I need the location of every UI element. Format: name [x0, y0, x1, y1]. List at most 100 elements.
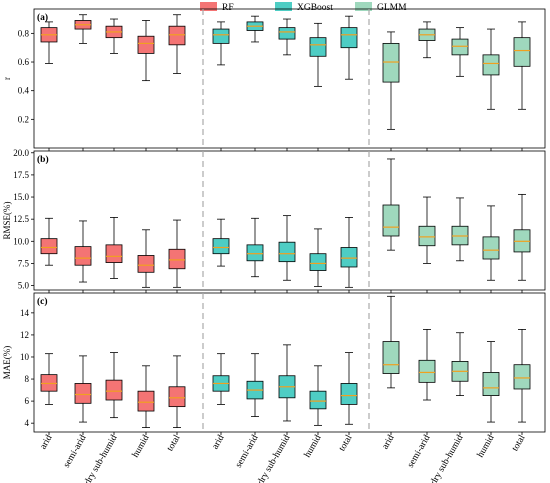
y-tick-label: 15.0 [13, 192, 29, 202]
box-rf-total [168, 14, 186, 74]
x-category-label: humid [476, 433, 497, 459]
x-category-label: total [337, 433, 354, 453]
panel-1: 0.2 0.4 0.6 0.8 r (a) [2, 8, 546, 151]
box-body [309, 37, 327, 57]
box-body [340, 27, 358, 49]
box-xgboost-dry-sub-humid [278, 18, 296, 56]
box-body [513, 37, 531, 67]
box-xgboost-semi-arid [246, 353, 264, 417]
y-tick-label: 10.0 [13, 236, 29, 246]
box-xgboost-arid [212, 353, 230, 405]
box-body [40, 238, 58, 255]
y-tick-label: 8 [25, 374, 30, 384]
box-xgboost-humid [309, 365, 327, 426]
panel-frame [33, 150, 546, 291]
box-rf-semi-arid [74, 14, 92, 44]
panel-2: 5.0 7.5 10.0 12.5 15.0 17.5 20.0 RMSE(%) (b) [2, 148, 546, 293]
x-category-label: semi-arid [62, 433, 89, 469]
box-glmm-arid [382, 295, 400, 389]
box-body [418, 225, 436, 247]
y-tick-label: 0.8 [18, 28, 30, 38]
box-rf-dry-sub-humid [105, 217, 123, 279]
legend-swatch [200, 2, 217, 11]
box-body [74, 246, 92, 266]
box-xgboost-total [340, 15, 358, 80]
panel-tag: (c) [37, 296, 48, 307]
legend-swatch [355, 2, 372, 11]
box-glmm-total [513, 21, 531, 110]
box-body [382, 341, 400, 374]
box-xgboost-arid [212, 21, 230, 66]
box-body [309, 390, 327, 410]
box-rf-dry-sub-humid [105, 18, 123, 54]
x-category-label: arid [211, 433, 227, 451]
y-tick-label: 0.2 [18, 114, 29, 124]
box-body [513, 364, 531, 390]
box-body [105, 244, 123, 263]
box-body [168, 248, 186, 270]
box-body [451, 38, 469, 56]
box-xgboost-humid [309, 228, 327, 287]
x-category-label: arid [39, 433, 55, 451]
box-body [309, 253, 327, 271]
box-xgboost-semi-arid [246, 217, 264, 278]
box-rf-dry-sub-humid [105, 352, 123, 419]
panel-frame [33, 8, 546, 149]
panel-3: 4 6 8 10 12 14 MAE(%) (c) [2, 292, 546, 435]
box-glmm-total [513, 193, 531, 281]
box-body [212, 238, 230, 255]
box-glmm-semi-arid [418, 21, 436, 59]
box-rf-humid [137, 365, 155, 428]
box-body [340, 247, 358, 268]
box-rf-total [168, 219, 186, 288]
legend-label: XGBoost [297, 3, 333, 13]
box-glmm-semi-arid [418, 196, 436, 264]
y-tick-label: 17.5 [13, 170, 29, 180]
box-glmm-humid [482, 205, 500, 281]
y-tick-label: 20.0 [13, 148, 29, 158]
box-body [105, 379, 123, 401]
box-body [418, 359, 436, 383]
x-category-label: humid [131, 433, 152, 459]
y-tick-label: 4 [25, 418, 30, 428]
box-body [382, 42, 400, 83]
box-glmm-humid [482, 28, 500, 110]
box-rf-semi-arid [74, 355, 92, 423]
panel-tag: (b) [37, 154, 49, 165]
x-category-label: dry sub-humid [83, 433, 120, 483]
box-xgboost-dry-sub-humid [278, 344, 296, 422]
legend-label: RF [222, 3, 234, 13]
legend-item-glmm: GLMM [355, 2, 407, 13]
box-body [74, 383, 92, 404]
panel-frame [33, 292, 546, 433]
y-tick-label: 14 [20, 308, 30, 318]
box-body [168, 25, 186, 46]
box-body [137, 35, 155, 54]
box-rf-arid [40, 217, 58, 266]
box-body [278, 241, 296, 263]
x-category-label: dry sub-humid [429, 433, 466, 483]
y-tick-label: 12.5 [13, 214, 29, 224]
box-xgboost-humid [309, 22, 327, 87]
box-rf-arid [40, 353, 58, 405]
x-category-label: total [510, 433, 527, 453]
box-glmm-arid [382, 158, 400, 251]
x-category-label: semi-arid [234, 433, 261, 469]
y-tick-label: 7.5 [18, 258, 30, 268]
y-axis-label: RMSE(%) [2, 201, 12, 239]
box-glmm-total [513, 329, 531, 423]
box-glmm-arid [382, 31, 400, 130]
box-body [382, 204, 400, 237]
box-rf-humid [137, 229, 155, 288]
box-rf-semi-arid [74, 220, 92, 283]
box-body [246, 244, 264, 262]
legend-item-rf: RF [200, 2, 234, 13]
box-body [482, 372, 500, 396]
box-body [137, 390, 155, 412]
box-rf-total [168, 355, 186, 428]
x-category-label: semi-arid [406, 433, 433, 469]
legend-swatch [275, 2, 292, 11]
x-category-label: dry sub-humid [256, 433, 293, 483]
box-xgboost-dry-sub-humid [278, 215, 296, 281]
